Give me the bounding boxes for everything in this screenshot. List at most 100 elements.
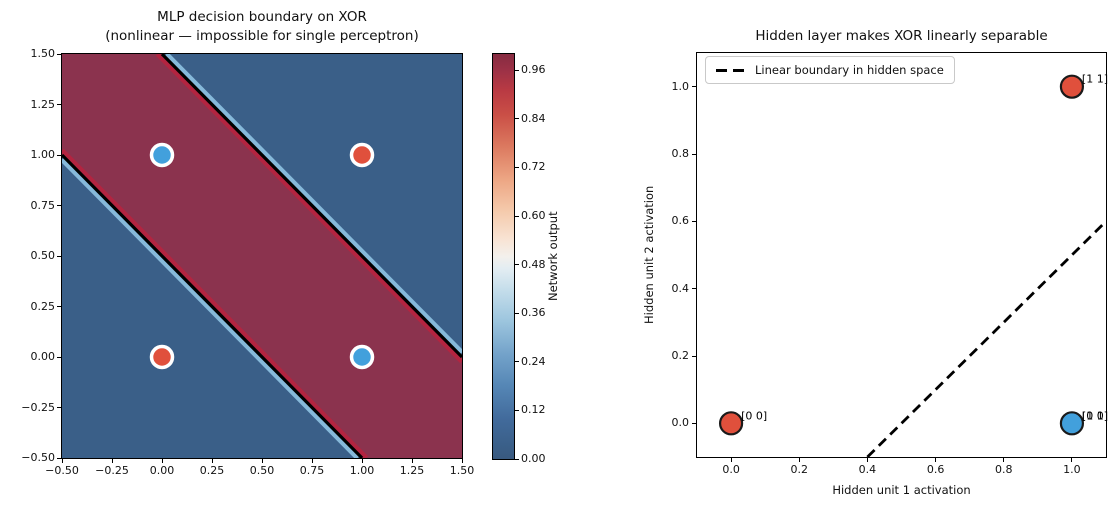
left-plot-title: MLP decision boundary on XOR (nonlinear … [62,8,462,46]
x-tick-mark [61,459,63,463]
y-tick-mark [692,220,696,222]
left-plot-title-line2: (nonlinear — impossible for single perce… [105,28,419,44]
right-xaxis-label: Hidden unit 1 activation [832,483,971,497]
y-tick-label: 0.75 [30,198,56,212]
x-tick-label: 0.2 [790,463,809,476]
x-tick-mark [211,459,213,463]
colorbar-tick-mark [515,409,519,411]
y-tick-label: 0.00 [30,350,56,363]
x-tick-mark [111,459,113,463]
y-tick-mark [57,104,61,105]
boundary-blue-stripe [62,157,360,458]
y-tick-label: 0.2 [671,349,690,362]
x-tick-mark [311,459,313,463]
boundary-red-stripe [62,148,369,458]
y-tick-label: 1.0 [671,79,690,93]
x-tick-label: 0.4 [858,463,877,476]
boundary-red-stripe [155,54,462,364]
y-tick-label: 1.25 [30,97,56,111]
x-tick-mark [1003,458,1005,462]
y-tick-mark [57,306,61,307]
colorbar-tick-mark [515,118,519,120]
x-tick-label: 1.00 [349,464,375,477]
x-tick-mark [361,459,363,463]
right-plot-title: Hidden layer makes XOR linearly separabl… [755,28,1048,44]
x-tick-label: 1.0 [1063,463,1081,476]
decision-surface-plot [62,54,462,458]
hidden-activation-point-class0 [1059,74,1085,99]
x-tick-label: 0.6 [926,463,945,476]
x-tick-mark [461,459,463,463]
right-yaxis-label: Hidden unit 2 activation [642,185,656,325]
left-plot-title-line1: MLP decision boundary on XOR [157,9,367,25]
y-tick-mark [57,457,61,459]
colorbar-tick-label: 0.48 [521,257,546,271]
y-tick-mark [57,154,61,156]
x-tick-mark [730,458,732,462]
legend: Linear boundary in hidden space [705,56,955,84]
colorbar-tick-mark [515,264,519,266]
colorbar-tick-label: 0.96 [521,63,546,77]
x-tick-label: 0.75 [299,464,325,477]
hidden-activation-point-class1 [1059,411,1085,436]
colorbar-tick-mark [515,458,519,460]
colorbar [492,53,515,460]
colorbar-tick-label: 0.00 [521,452,546,465]
left-plot-axes [61,53,463,459]
decision-boundary-contour [160,54,462,359]
colorbar-tick-label: 0.12 [521,403,546,417]
colorbar-tick-label: 0.36 [521,306,546,320]
colorbar-tick-label: 0.84 [521,111,546,125]
x-tick-mark [411,459,413,463]
dashed-line-legend-sample [716,68,746,72]
y-tick-label: 0.25 [30,299,56,313]
boundary-blue-stripe [164,54,462,355]
hidden-space-plot: [0 0] [0 1][1 0] [1 1] [718,73,1108,458]
y-tick-mark [57,356,61,358]
xor-point-class0 [349,142,375,168]
y-tick-mark [692,422,696,424]
x-tick-mark [866,458,868,462]
x-tick-label: −0.25 [95,464,129,477]
x-tick-mark [798,458,800,462]
y-tick-label: 0.4 [671,281,690,295]
colorbar-tick-label: 0.72 [521,160,546,174]
y-tick-label: 0.50 [30,249,56,262]
legend-label: Linear boundary in hidden space [755,63,944,77]
input-pattern-annotation: [0 0] [741,409,767,422]
y-tick-label: 0.8 [671,147,690,160]
y-tick-mark [692,355,696,357]
y-tick-mark [692,86,696,88]
colorbar-tick-mark [515,312,519,314]
y-tick-mark [57,407,61,408]
right-plot-axes: [0 0] [0 1] [1 0] [1 1] Linear boundary in … [696,52,1108,458]
x-tick-label: 0.50 [249,464,275,477]
x-tick-label: −0.50 [45,464,79,477]
y-tick-label: −0.50 [21,451,55,464]
x-tick-label: 0.00 [149,464,175,477]
x-tick-label: 1.50 [449,464,475,477]
y-tick-label: −0.25 [21,400,55,414]
y-tick-mark [57,205,61,206]
hidden-activation-point-class0 [718,411,744,436]
x-tick-label: 0.25 [199,464,225,477]
linear-boundary-dashed-line [866,220,1107,458]
colorbar-tick-mark [515,69,519,71]
colorbar-tick-mark [515,215,519,217]
y-tick-label: 0.0 [671,416,690,430]
colorbar-tick-label: 0.60 [521,209,546,222]
x-tick-label: 0.0 [722,463,740,476]
colorbar-tick-label: 0.24 [521,354,546,368]
y-tick-mark [57,53,61,55]
x-tick-mark [1071,458,1073,462]
xor-point-class1 [349,344,375,370]
y-tick-mark [57,255,61,257]
y-tick-label: 1.00 [30,148,56,161]
y-tick-label: 1.50 [30,47,56,60]
y-tick-label: 0.6 [671,214,690,228]
decision-boundary-contour [62,153,364,458]
x-tick-label: 0.8 [995,463,1013,476]
x-tick-mark [261,459,263,463]
xor-point-class0 [149,344,175,370]
